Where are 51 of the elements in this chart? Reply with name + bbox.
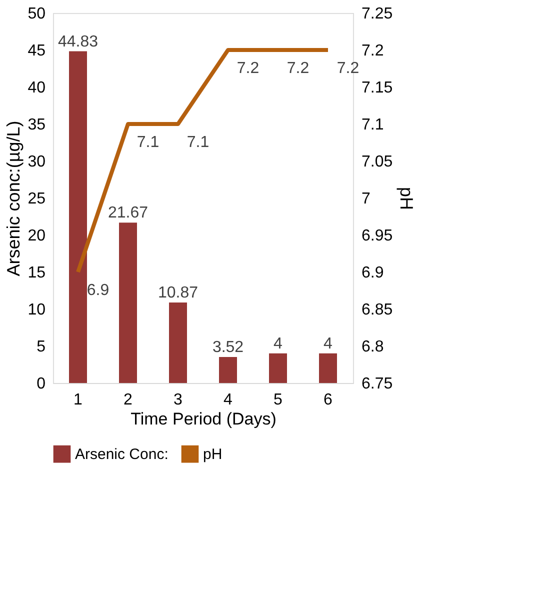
x-tick-label: 6 [324, 392, 333, 408]
y2-tick-label: 7.2 [362, 42, 384, 60]
y-tick-label: 25 [28, 190, 46, 208]
y-tick-label: 0 [36, 376, 46, 392]
bar [269, 353, 287, 383]
y-axis-title: Arsenic conc:(µg/L) [4, 120, 24, 276]
y-tick-label: 45 [28, 42, 46, 60]
y-tick-label: 50 [28, 6, 46, 22]
x-tick-label: 1 [74, 392, 83, 408]
data-label: 4 [274, 335, 283, 352]
bar [319, 353, 337, 383]
y-tick-label: 10 [28, 302, 46, 318]
y-tick-label: 20 [28, 228, 46, 244]
y2-tick-label: 7.05 [362, 154, 393, 170]
x-tick-label: 5 [274, 392, 283, 408]
data-label: 7.1 [186, 134, 210, 151]
data-label: 4 [324, 335, 333, 352]
y2-tick-label: 7 [362, 190, 370, 208]
y-tick-label: 15 [28, 264, 46, 282]
bar [119, 222, 137, 383]
legend-label: Arsenic Conc: [75, 446, 168, 464]
y2-tick-label: 6.75 [362, 376, 393, 392]
data-label: 7.2 [286, 60, 310, 77]
y2-tick-label: 6.8 [362, 338, 384, 356]
data-label: 3.52 [212, 338, 244, 356]
x-tick-label: 2 [124, 392, 133, 408]
bar [219, 356, 237, 383]
y-tick-label: 35 [28, 116, 46, 134]
data-label: 44.83 [58, 33, 98, 50]
y2-tick-label: 7.25 [362, 6, 393, 22]
y2-tick-label: 7.1 [362, 116, 384, 134]
legend-label: pH [203, 446, 222, 464]
x-axis-title: Time Period (Days) [130, 410, 276, 428]
data-label: 7.2 [236, 60, 260, 77]
y2-tick-label: 6.85 [362, 302, 393, 318]
y-tick-label: 40 [28, 80, 46, 96]
data-label: 21.67 [108, 204, 148, 222]
y-tick-label: 30 [28, 154, 46, 170]
x-tick-label: 3 [174, 392, 183, 408]
x-tick-label: 4 [224, 392, 233, 408]
data-label: 7.2 [336, 60, 360, 77]
data-label: 7.1 [136, 134, 160, 151]
data-label: 6.9 [86, 282, 110, 299]
y2-tick-label: 6.95 [362, 228, 393, 244]
y-tick-label: 5 [36, 338, 46, 356]
bar [69, 51, 87, 383]
y2-axis-title: pH [396, 186, 417, 210]
data-label: 10.87 [158, 284, 198, 302]
bar [169, 302, 187, 383]
y2-tick-label: 7.15 [362, 80, 393, 96]
y2-tick-label: 6.9 [362, 264, 384, 282]
